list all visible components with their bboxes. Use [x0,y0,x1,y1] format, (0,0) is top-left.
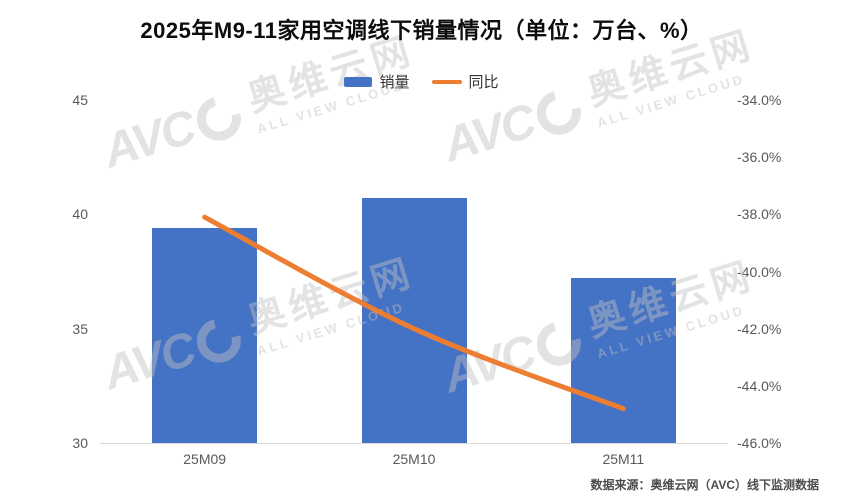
right-axis-tick-label: -44.0% [737,377,782,394]
left-axis-tick-label: 35 [72,320,88,337]
sales-bar [361,198,467,443]
avc-watermark: AVC 奥维云网 ALL VIEW CLOUD [437,23,760,173]
legend-item-sales[interactable]: 销量 [344,71,410,92]
avc-logo-crescent-icon [188,88,249,149]
x-axis-line [100,443,728,444]
chart-legend: 销量 同比 [0,71,843,92]
right-axis-tick-label: -42.0% [737,320,782,337]
bar-series-swatch-icon [344,76,373,87]
avc-logo-watermark: AVC [437,82,589,172]
x-axis-category-label: 25M09 [183,451,227,467]
avc-logo-watermark: AVC [97,88,249,178]
right-axis-tick-label: -40.0% [737,263,782,280]
right-axis-tick-label: -34.0% [737,92,782,108]
legend-item-yoy[interactable]: 同比 [431,71,499,92]
right-axis-tick-label: -36.0% [737,149,782,166]
line-series-swatch-icon [431,79,462,84]
left-axis-tick-label: 45 [72,92,88,108]
sales-bar [152,228,258,443]
right-axis-tick-label: -46.0% [737,435,782,451]
data-source-note: 数据来源：奥维云网（AVC）线下监测数据 [590,478,819,492]
left-axis-tick-label: 30 [72,435,88,451]
right-axis-tick-label: -38.0% [737,206,782,223]
legend-label-yoy: 同比 [468,74,499,91]
chart-title: 2025年M9-11家用空调线下销量情况（单位：万台、%） [140,18,703,43]
x-axis-category-label: 25M11 [602,451,645,467]
x-axis-category-label: 25M10 [392,451,436,467]
legend-label-sales: 销量 [379,74,410,91]
left-axis-tick-label: 40 [72,206,88,223]
avc-watermark: AVC 奥维云网 ALL VIEW CLOUD [97,29,420,179]
sales-bar [570,278,676,443]
